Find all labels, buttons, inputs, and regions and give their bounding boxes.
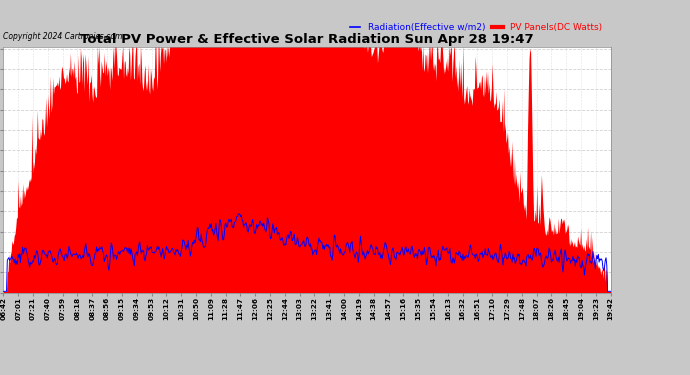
Legend: Radiation(Effective w/m2), PV Panels(DC Watts): Radiation(Effective w/m2), PV Panels(DC … — [346, 20, 606, 36]
Text: Copyright 2024 Cartronics.com: Copyright 2024 Cartronics.com — [3, 32, 123, 41]
Title: Total PV Power & Effective Solar Radiation Sun Apr 28 19:47: Total PV Power & Effective Solar Radiati… — [80, 33, 534, 46]
